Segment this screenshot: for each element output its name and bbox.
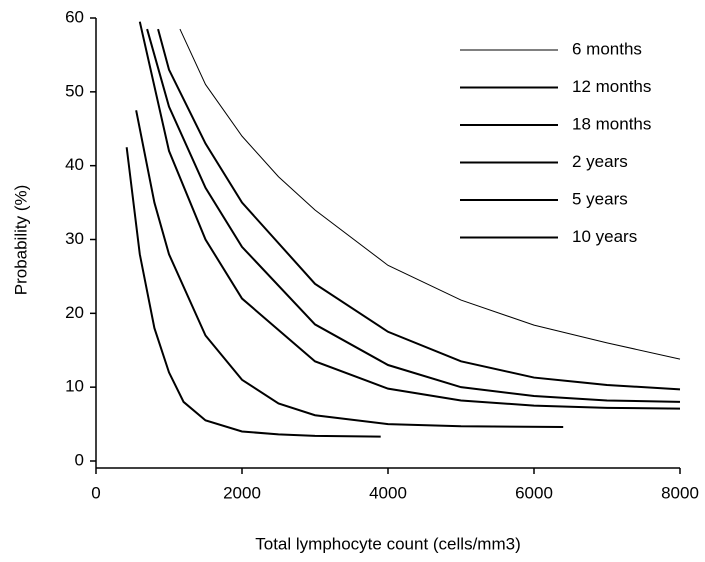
y-tick-label: 60 (65, 7, 84, 26)
legend-label: 18 months (572, 114, 651, 133)
y-axis-title: Probability (%) (11, 185, 30, 296)
series-line (157, 28, 681, 391)
y-tick-label: 10 (65, 377, 84, 396)
y-tick-label: 40 (65, 155, 84, 174)
x-tick-label: 8000 (661, 483, 699, 502)
x-tick-label: 6000 (515, 483, 553, 502)
x-tick-label: 0 (91, 483, 100, 502)
y-tick-label: 30 (65, 229, 84, 248)
x-axis-title: Total lymphocyte count (cells/mm3) (255, 534, 520, 553)
x-tick-label: 2000 (223, 483, 261, 502)
legend-label: 2 years (572, 152, 628, 171)
series-line (146, 28, 681, 403)
legend-label: 10 years (572, 227, 637, 246)
series-line (135, 110, 564, 429)
y-tick-label: 20 (65, 303, 84, 322)
legend-label: 12 months (572, 77, 651, 96)
series-line (125, 147, 381, 438)
y-tick-label: 50 (65, 81, 84, 100)
legend-label: 5 years (572, 189, 628, 208)
series-line (179, 28, 681, 360)
y-tick-label: 0 (75, 450, 84, 469)
series-line (138, 21, 681, 410)
legend-label: 6 months (572, 39, 642, 58)
x-tick-label: 4000 (369, 483, 407, 502)
